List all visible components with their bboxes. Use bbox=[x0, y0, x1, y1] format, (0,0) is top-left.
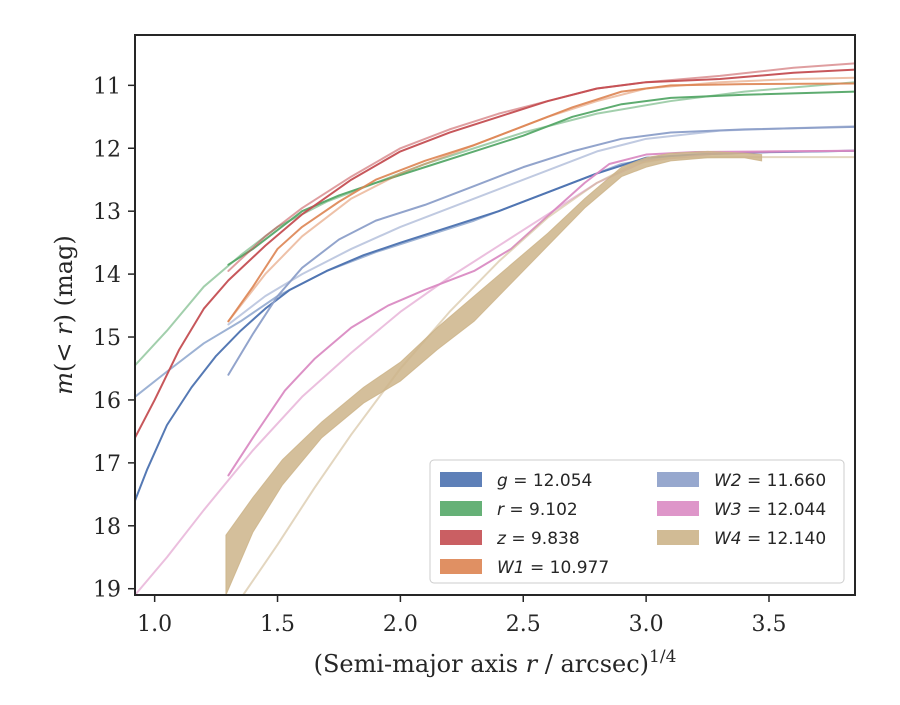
y-tick-label-5: 16 bbox=[93, 389, 121, 414]
y-axis-ticks: 11 12 13 14 15 16 17 18 19 bbox=[93, 74, 135, 603]
legend-label-3: W1 = 10.977 bbox=[497, 558, 609, 578]
legend-swatch-1 bbox=[440, 501, 482, 516]
x-tick-label-4: 3.0 bbox=[629, 612, 664, 637]
series-line-0 bbox=[135, 149, 855, 502]
legend-swatch-6 bbox=[657, 530, 699, 545]
x-tick-label-5: 3.5 bbox=[751, 612, 786, 637]
x-tick-label-2: 2.0 bbox=[383, 612, 418, 637]
legend-box bbox=[429, 459, 845, 584]
y-axis-label-text: m(< r) (mag) bbox=[50, 235, 78, 395]
x-axis-label-text: (Semi-major axis r / arcsec)1/4 bbox=[314, 647, 677, 678]
legend-label-6: W4 = 12.140 bbox=[714, 529, 826, 549]
series-line-10 bbox=[227, 149, 855, 477]
y-tick-label-3: 14 bbox=[93, 263, 121, 288]
legend-swatch-0 bbox=[440, 472, 482, 487]
legend-label-1: r = 9.102 bbox=[497, 500, 578, 520]
x-tick-label-0: 1.0 bbox=[137, 612, 172, 637]
x-tick-label-1: 1.5 bbox=[260, 612, 295, 637]
y-tick-label-1: 12 bbox=[93, 137, 121, 162]
series-line-2 bbox=[227, 90, 855, 266]
legend: g = 12.054 r = 9.102 z = 9.838 W1 = 10.977 W… bbox=[429, 459, 845, 584]
y-tick-label-8: 19 bbox=[93, 578, 121, 603]
series-line-8 bbox=[227, 125, 855, 376]
y-tick-label-6: 17 bbox=[93, 452, 121, 477]
y-tick-label-7: 18 bbox=[93, 515, 121, 540]
plot-frame bbox=[134, 34, 856, 596]
legend-swatch-5 bbox=[657, 501, 699, 516]
legend-swatch-4 bbox=[657, 472, 699, 487]
legend-swatch-3 bbox=[440, 559, 482, 574]
legend-label-2: z = 9.838 bbox=[496, 529, 580, 549]
legend-label-5: W3 = 12.044 bbox=[714, 500, 826, 520]
y-tick-label-4: 15 bbox=[93, 326, 121, 351]
x-axis-ticks: 1.0 1.5 2.0 2.5 3.0 3.5 bbox=[137, 595, 786, 637]
y-tick-label-0: 11 bbox=[93, 74, 121, 99]
series-line-1 bbox=[135, 149, 855, 398]
x-axis-label: (Semi-major axis r / arcsec)1/4 bbox=[314, 647, 677, 678]
series-line-13 bbox=[242, 156, 855, 595]
y-tick-label-2: 13 bbox=[93, 200, 121, 225]
legend-label-4: W2 = 11.660 bbox=[714, 471, 826, 491]
legend-swatch-2 bbox=[440, 530, 482, 545]
series-line-3 bbox=[135, 81, 855, 367]
x-tick-label-3: 2.5 bbox=[506, 612, 541, 637]
series-layer bbox=[135, 62, 855, 595]
y-axis-label: m(< r) (mag) bbox=[50, 235, 78, 395]
series-line-4 bbox=[135, 68, 855, 439]
legend-label-0: g = 12.054 bbox=[497, 471, 592, 491]
series-line-5 bbox=[227, 62, 855, 272]
series-line-7 bbox=[227, 76, 855, 323]
series-line-9 bbox=[227, 125, 855, 326]
